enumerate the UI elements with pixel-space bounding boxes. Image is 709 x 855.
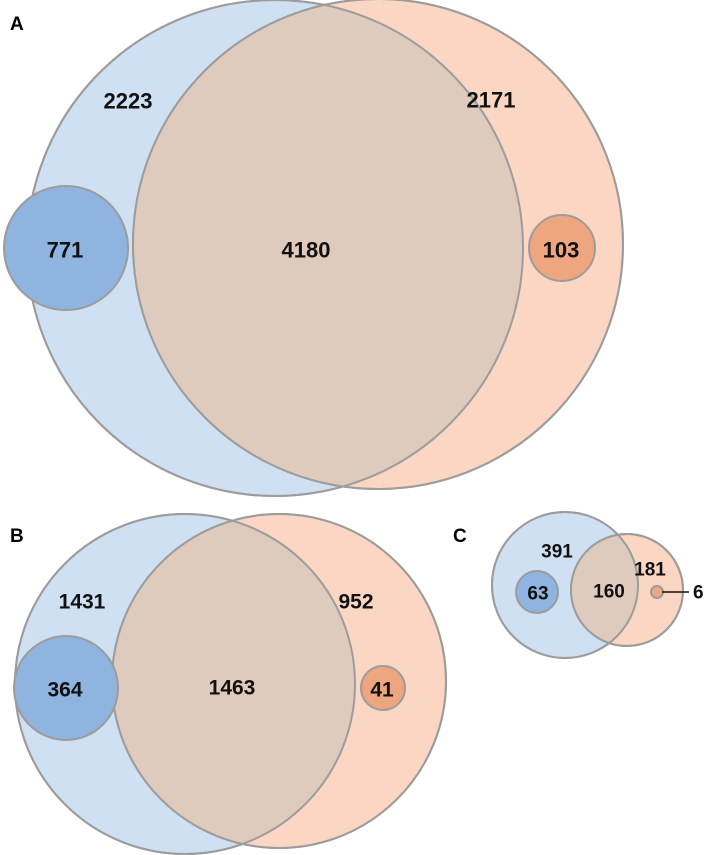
panel-c-left-only-count: 391	[541, 542, 573, 563]
panel-c-right-outline	[570, 533, 684, 647]
panel-c-intersection-region	[571, 534, 638, 646]
panel-c-left-outline	[491, 511, 639, 659]
panel-a-intersection-count: 4180	[282, 238, 331, 263]
panel-c-left-subset-count: 63	[527, 584, 548, 605]
panel-c-right-only-count: 181	[634, 560, 666, 581]
panel-a-right-outline	[132, 0, 624, 490]
panel-a-left-subset-circle	[3, 185, 129, 311]
panel-c-left-subset-circle	[515, 570, 559, 614]
panel-a-right-subset-circle	[528, 214, 596, 282]
panel-c-right-subset-count: 6	[693, 583, 704, 604]
panel-b-right-subset-circle	[360, 665, 406, 711]
panel-b-left-subset-count: 364	[47, 679, 82, 702]
panel-b: B 1431 952 1463 364 41	[10, 513, 447, 855]
panel-a-right-subset-count: 103	[543, 238, 580, 263]
panel-c: C 391 181 160 63 6	[453, 511, 704, 659]
panel-b-intersection-region	[112, 514, 355, 848]
panel-a-left-only-count: 2223	[104, 89, 153, 114]
panel-c-right-subset-circle	[650, 585, 664, 599]
panel-a-letter: A	[10, 14, 24, 35]
panel-b-right-only-count: 952	[338, 591, 373, 614]
panel-b-left-only-count: 1431	[59, 591, 106, 614]
panel-c-letter: C	[453, 526, 467, 547]
panel-a-left-subset-count: 771	[47, 238, 84, 263]
panel-b-intersection-count: 1463	[209, 677, 256, 700]
panel-b-right-subset-count: 41	[370, 679, 394, 702]
panel-c-intersection-count: 160	[593, 582, 625, 603]
panel-b-letter: B	[10, 526, 24, 547]
panel-b-left-subset-circle	[13, 635, 119, 741]
panel-a-right-only-count: 2171	[467, 88, 516, 113]
panel-a: A 2223 2171 4180 771 103	[3, 0, 624, 497]
